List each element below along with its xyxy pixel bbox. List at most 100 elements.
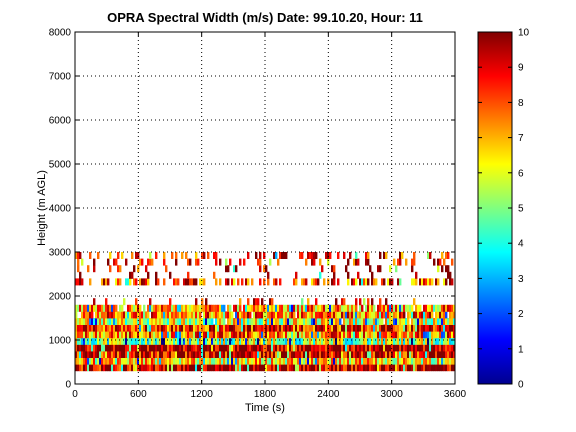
heatmap-cell <box>109 265 112 273</box>
x-tick-label: 2400 <box>317 389 340 400</box>
heatmap-cell <box>211 337 214 345</box>
heatmap-cell <box>393 304 396 312</box>
heatmap-cell <box>385 364 388 372</box>
heatmap-cell <box>177 304 180 312</box>
heatmap-cell <box>205 344 208 352</box>
heatmap-cell <box>137 311 140 319</box>
heatmap-cell <box>181 324 184 332</box>
heatmap-cell <box>267 357 270 365</box>
heatmap-cell <box>129 344 132 352</box>
heatmap-cell <box>395 331 398 339</box>
heatmap-cell <box>279 337 282 345</box>
heatmap-cell <box>357 364 360 372</box>
heatmap-cell <box>389 324 392 332</box>
heatmap-cell <box>371 324 374 332</box>
heatmap-cell <box>377 304 380 312</box>
heatmap-cell <box>269 304 272 312</box>
y-tick-label: 4000 <box>49 204 72 215</box>
heatmap-cell <box>201 351 204 358</box>
heatmap-cell <box>205 337 208 345</box>
heatmap-cell <box>223 364 226 372</box>
heatmap-cell <box>281 357 284 365</box>
heatmap-cell <box>447 344 450 352</box>
heatmap-cell <box>433 344 436 352</box>
heatmap-cell <box>195 351 198 358</box>
colorbar-tick-label: 10 <box>518 28 530 39</box>
heatmap-cell <box>113 364 116 372</box>
heatmap-cell <box>329 351 332 358</box>
heatmap-cell <box>431 318 434 325</box>
heatmap-cell <box>177 311 180 319</box>
heatmap-cell <box>425 331 428 339</box>
heatmap-cell <box>87 318 90 325</box>
heatmap-cell <box>423 278 426 286</box>
heatmap-cell <box>223 357 226 365</box>
heatmap-cell <box>281 337 284 345</box>
heatmap-cell <box>321 344 324 352</box>
heatmap-cell <box>341 304 344 312</box>
heatmap-cell <box>397 337 400 345</box>
heatmap-cell <box>429 252 432 259</box>
heatmap-cell <box>97 318 100 325</box>
heatmap-cell <box>445 351 448 358</box>
heatmap-cell <box>177 337 180 345</box>
heatmap-cell <box>153 344 156 352</box>
heatmap-cell <box>187 364 190 372</box>
heatmap-cell <box>145 311 148 319</box>
heatmap-cell <box>433 364 436 372</box>
heatmap-cell <box>337 278 340 286</box>
heatmap-cell <box>249 344 252 352</box>
heatmap-cell <box>315 318 318 325</box>
heatmap-cell <box>169 364 172 372</box>
heatmap-cell <box>231 351 234 358</box>
heatmap-cell <box>439 331 442 339</box>
heatmap-cell <box>263 265 266 273</box>
heatmap-cell <box>267 278 270 286</box>
heatmap-cell <box>197 331 200 339</box>
heatmap-cell <box>215 278 218 286</box>
heatmap-cell <box>271 311 274 319</box>
heatmap-cell <box>133 318 136 325</box>
heatmap-cell <box>83 344 86 352</box>
heatmap-cell <box>275 324 278 332</box>
heatmap-cell <box>359 318 362 325</box>
heatmap-cell <box>211 318 214 325</box>
heatmap-cell <box>77 357 80 365</box>
heatmap-cell <box>155 311 158 319</box>
heatmap-cell <box>167 318 170 325</box>
heatmap-cell <box>117 344 120 352</box>
heatmap-cell <box>305 318 308 325</box>
heatmap-cell <box>245 304 248 312</box>
heatmap-cell <box>263 357 266 365</box>
heatmap-cell <box>361 357 364 365</box>
heatmap-cell <box>397 357 400 365</box>
heatmap-cell <box>401 304 404 312</box>
heatmap-cell <box>83 331 86 339</box>
heatmap-cell <box>361 331 364 339</box>
heatmap-cell <box>441 344 444 352</box>
heatmap-cell <box>349 304 352 312</box>
heatmap-cell <box>329 324 332 332</box>
heatmap-cell <box>335 344 338 352</box>
heatmap-cell <box>109 351 112 358</box>
heatmap-cell <box>265 344 268 352</box>
heatmap-cell <box>401 324 404 332</box>
heatmap-cell <box>207 304 210 312</box>
heatmap-cell <box>451 318 454 325</box>
heatmap-cell <box>177 357 180 365</box>
heatmap-cell <box>197 304 200 312</box>
heatmap-cell <box>77 351 80 358</box>
heatmap-cell <box>81 337 84 345</box>
y-tick-label: 1000 <box>49 336 72 347</box>
heatmap-cell <box>135 344 138 352</box>
heatmap-cell <box>279 252 282 259</box>
heatmap-cell <box>371 337 374 345</box>
heatmap-cell <box>159 344 162 352</box>
heatmap-cell <box>445 337 448 345</box>
heatmap-cell <box>233 304 236 312</box>
heatmap-cell <box>361 278 364 286</box>
heatmap-cell <box>363 364 366 372</box>
heatmap-cell <box>187 271 190 279</box>
heatmap-cell <box>147 318 150 325</box>
heatmap-cell <box>437 357 440 365</box>
